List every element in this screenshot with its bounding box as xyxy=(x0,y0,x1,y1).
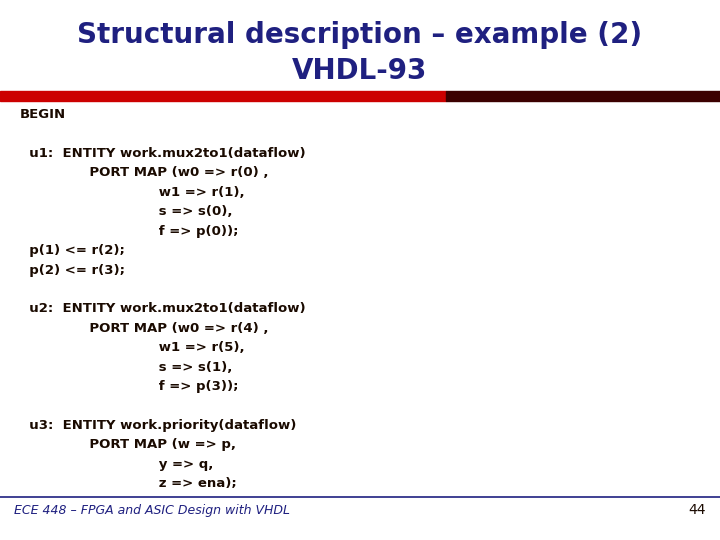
Text: ECE 448 – FPGA and ASIC Design with VHDL: ECE 448 – FPGA and ASIC Design with VHDL xyxy=(14,504,290,517)
Text: p(1) <= r(2);: p(1) <= r(2); xyxy=(20,244,125,257)
Bar xyxy=(446,91,720,101)
Text: f => p(3));: f => p(3)); xyxy=(20,380,238,393)
Text: u2:  ENTITY work.mux2to1(dataflow): u2: ENTITY work.mux2to1(dataflow) xyxy=(20,302,306,315)
Text: PORT MAP (w0 => r(4) ,: PORT MAP (w0 => r(4) , xyxy=(20,322,269,335)
Text: p(2) <= r(3);: p(2) <= r(3); xyxy=(20,264,125,276)
Bar xyxy=(0,91,446,101)
Text: PORT MAP (w0 => r(0) ,: PORT MAP (w0 => r(0) , xyxy=(20,166,269,179)
Text: u1:  ENTITY work.mux2to1(dataflow): u1: ENTITY work.mux2to1(dataflow) xyxy=(20,147,306,160)
Text: VHDL-93: VHDL-93 xyxy=(292,57,428,85)
Text: PORT MAP (w => p,: PORT MAP (w => p, xyxy=(20,438,236,451)
Text: z => ena);: z => ena); xyxy=(20,477,237,490)
Text: w1 => r(5),: w1 => r(5), xyxy=(20,341,245,354)
Text: BEGIN: BEGIN xyxy=(20,108,66,121)
Text: u3:  ENTITY work.priority(dataflow): u3: ENTITY work.priority(dataflow) xyxy=(20,419,297,432)
Text: f => p(0));: f => p(0)); xyxy=(20,225,238,238)
Text: 44: 44 xyxy=(688,503,706,517)
Text: Structural description – example (2): Structural description – example (2) xyxy=(78,21,642,49)
Text: s => s(1),: s => s(1), xyxy=(20,361,233,374)
Text: s => s(0),: s => s(0), xyxy=(20,205,233,218)
Text: w1 => r(1),: w1 => r(1), xyxy=(20,186,245,199)
Text: y => q,: y => q, xyxy=(20,458,214,471)
